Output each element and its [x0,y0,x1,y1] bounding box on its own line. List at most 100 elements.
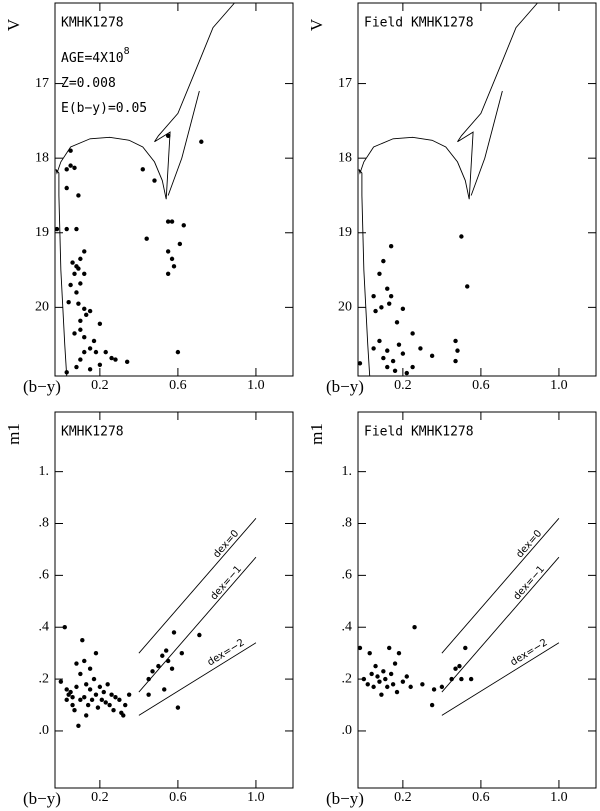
point [385,364,390,370]
point [171,630,177,635]
point [165,133,171,138]
point [76,301,81,306]
point [72,708,77,713]
x-tick-label: 0.6 [169,790,187,805]
point [97,321,103,326]
point [410,364,415,370]
x-axis-label: (b−y) [23,789,61,808]
point [97,684,103,690]
point [74,290,79,295]
point [400,306,406,312]
y-tick-label: 1. [39,464,50,479]
point [371,684,376,690]
point [126,692,132,697]
y-tick-label: .8 [39,516,50,531]
point [418,346,423,351]
point [113,357,118,362]
y-tick-label: .2 [39,671,50,686]
point [91,338,97,344]
point [105,682,110,687]
point [357,645,363,651]
panel: 0.2 0.6 1.0 1. .8 .6 .4 .2 .0 (b−y) m1 KMHK1278 dex=… [4,411,294,808]
point [385,348,390,353]
point [396,342,402,347]
point [453,338,458,344]
point [400,679,406,684]
point [381,669,386,674]
x-tick-label: 0.6 [169,378,187,393]
point [388,293,394,299]
point [72,165,77,171]
y-tick-label: 20 [338,300,352,315]
point [387,645,392,651]
panel: 0.2 0.6 1.0 17 18 19 20 (b−y) V KMHK1278 AGE=4X108… [4,2,294,396]
y-tick-label: 19 [338,225,352,240]
annotation-text: AGE=4X10 [61,51,124,66]
point [87,666,93,671]
point [361,676,367,682]
y-tick-label: 1. [342,464,353,479]
point [408,684,413,690]
y-tick-label: .4 [39,619,50,634]
point [390,358,396,364]
point [95,705,101,710]
line-label: dex=−1 [209,564,244,602]
y-axis-label: m1 [4,423,23,445]
point [84,713,89,718]
y-tick-label: 17 [35,76,49,91]
point [379,692,384,697]
point [175,705,181,710]
point [377,338,382,344]
point [76,723,81,728]
point [162,687,167,692]
point [82,271,87,276]
annotation: E(b−y)=0.05 [61,101,147,116]
panel-title: KMHK1278 [61,425,124,440]
point [82,306,87,312]
point [146,676,151,682]
x-tick-label: 1.0 [550,790,568,805]
point [388,243,394,249]
point [117,697,122,703]
annotation: AGE=4X108 [61,46,130,66]
point [396,650,402,656]
x-axis-label: (b−y) [326,377,364,396]
point [146,692,151,697]
point [365,682,370,687]
plot-frame [357,2,597,377]
point [78,671,83,677]
annotation-text: Z=0.008 [61,76,116,91]
point [103,700,108,705]
point [156,663,161,669]
point [373,663,378,669]
point [78,697,83,703]
point [82,695,87,700]
model-line [167,90,200,196]
point [113,695,118,700]
model-line [138,518,257,654]
point [123,702,128,708]
point [74,661,79,666]
point [99,697,105,703]
model-line [138,642,257,716]
point [439,684,445,690]
point [76,193,81,198]
point [87,346,93,351]
plot-frame [54,411,294,789]
point [64,167,69,172]
point [197,632,202,638]
point [385,684,390,690]
point [387,301,392,306]
point [97,362,103,368]
point [89,697,95,703]
point [390,682,396,687]
model-line [470,90,503,196]
point [199,139,204,144]
point [371,293,376,299]
point [449,676,454,682]
point [140,167,145,172]
model-line [55,2,235,377]
x-tick-label: 0.6 [472,378,490,393]
x-tick-label: 0.2 [394,790,412,805]
point [431,687,437,692]
